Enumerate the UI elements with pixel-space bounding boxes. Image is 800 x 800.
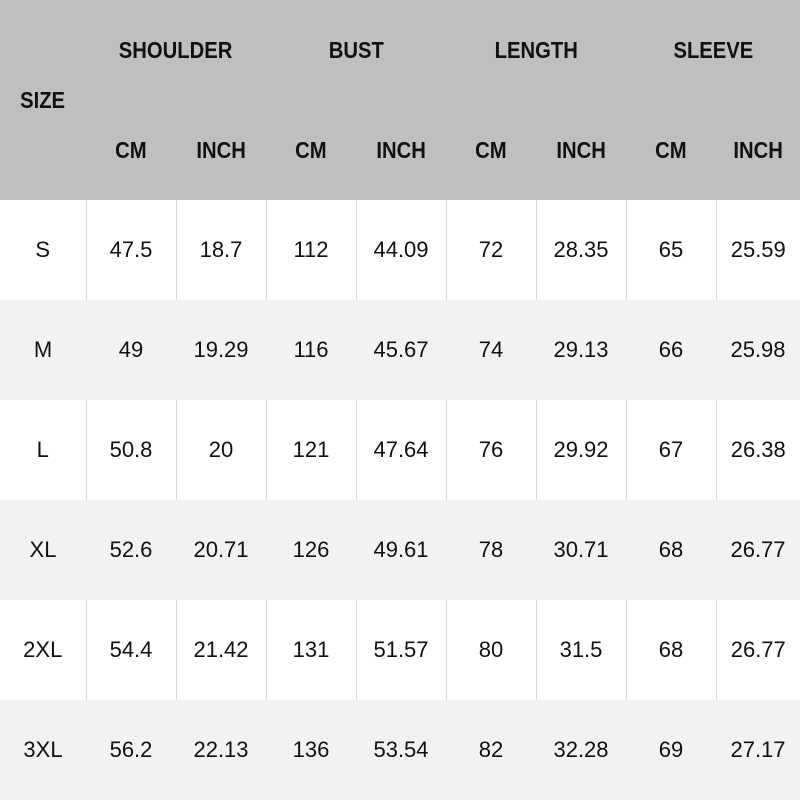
header-size: SIZE (0, 0, 86, 200)
value-cell: 50.8 (85, 400, 176, 500)
value-cell: 27.17 (716, 700, 800, 800)
value-cell: 26.77 (715, 600, 800, 700)
size-cell: M (0, 300, 86, 400)
value-cell: 30.71 (536, 500, 626, 600)
value-cell: 20 (175, 400, 266, 500)
size-cell: 3XL (0, 700, 86, 800)
header-unit-cm: CM (266, 100, 356, 200)
value-cell: 19.29 (176, 300, 266, 400)
size-cell: XL (0, 500, 86, 600)
header-unit-cm: CM (86, 100, 176, 200)
value-cell: 49.61 (356, 500, 446, 600)
value-cell: 31.5 (535, 600, 626, 700)
value-cell: 47.5 (85, 200, 176, 300)
value-cell: 80 (445, 600, 536, 700)
value-cell: 72 (445, 200, 536, 300)
value-cell: 68 (626, 500, 716, 600)
header-unit-cm: CM (446, 100, 536, 200)
value-cell: 21.42 (175, 600, 266, 700)
value-cell: 74 (446, 300, 536, 400)
value-cell: 126 (266, 500, 356, 600)
table-row: 2XL 54.4 21.42 131 51.57 80 31.5 68 26.77 (0, 600, 800, 700)
header-shoulder: SHOULDER (86, 0, 266, 100)
header-sleeve: SLEEVE (626, 0, 800, 100)
value-cell: 45.67 (356, 300, 446, 400)
value-cell: 51.57 (355, 600, 446, 700)
value-cell: 54.4 (85, 600, 176, 700)
value-cell: 53.54 (356, 700, 446, 800)
value-cell: 25.98 (716, 300, 800, 400)
value-cell: 68 (625, 600, 716, 700)
value-cell: 82 (446, 700, 536, 800)
value-cell: 28.35 (535, 200, 626, 300)
header-unit-cm: CM (626, 100, 716, 200)
value-cell: 20.71 (176, 500, 266, 600)
table-row: XL 52.6 20.71 126 49.61 78 30.71 68 26.77 (0, 500, 800, 600)
size-cell: 2XL (0, 600, 86, 700)
value-cell: 121 (265, 400, 356, 500)
value-cell: 44.09 (355, 200, 446, 300)
value-cell: 112 (265, 200, 356, 300)
value-cell: 18.7 (175, 200, 266, 300)
value-cell: 136 (266, 700, 356, 800)
table-row: L 50.8 20 121 47.64 76 29.92 67 26.38 (0, 400, 800, 500)
value-cell: 29.13 (536, 300, 626, 400)
value-cell: 67 (625, 400, 716, 500)
header-length: LENGTH (446, 0, 626, 100)
value-cell: 52.6 (86, 500, 176, 600)
value-cell: 47.64 (355, 400, 446, 500)
value-cell: 131 (265, 600, 356, 700)
header-unit-inch: INCH (176, 100, 266, 200)
header-bust: BUST (266, 0, 446, 100)
value-cell: 69 (626, 700, 716, 800)
value-cell: 32.28 (536, 700, 626, 800)
value-cell: 49 (86, 300, 176, 400)
header-unit-inch: INCH (716, 100, 800, 200)
value-cell: 76 (445, 400, 536, 500)
value-cell: 29.92 (535, 400, 626, 500)
value-cell: 56.2 (86, 700, 176, 800)
value-cell: 22.13 (176, 700, 266, 800)
header-unit-inch: INCH (536, 100, 626, 200)
value-cell: 65 (625, 200, 716, 300)
table-row: M 49 19.29 116 45.67 74 29.13 66 25.98 (0, 300, 800, 400)
size-cell: S (0, 200, 86, 300)
value-cell: 26.38 (715, 400, 800, 500)
table-row: 3XL 56.2 22.13 136 53.54 82 32.28 69 27.17 (0, 700, 800, 800)
header-unit-inch: INCH (356, 100, 446, 200)
table-row: S 47.5 18.7 112 44.09 72 28.35 65 25.59 (0, 200, 800, 300)
value-cell: 25.59 (715, 200, 800, 300)
value-cell: 78 (446, 500, 536, 600)
value-cell: 116 (266, 300, 356, 400)
table-body: S 47.5 18.7 112 44.09 72 28.35 65 25.59 M 49 19.29 1… (0, 200, 800, 800)
value-cell: 26.77 (716, 500, 800, 600)
size-cell: L (0, 400, 86, 500)
table-header: SIZE SHOULDER BUST LENGTH SLEEVE CM INCH C… (0, 0, 800, 200)
value-cell: 66 (626, 300, 716, 400)
